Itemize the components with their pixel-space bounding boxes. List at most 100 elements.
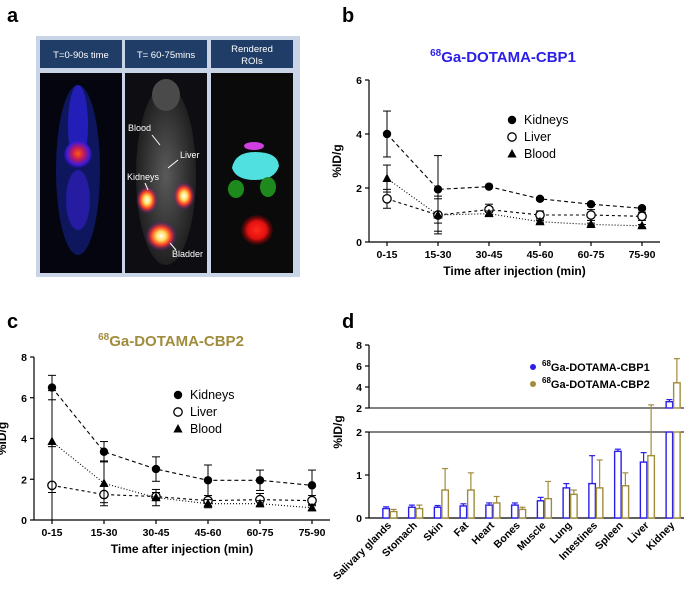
- legend-marker-kidneys: [507, 115, 517, 125]
- y-tick-label: 0: [356, 237, 362, 249]
- arrow-kidneys: [144, 182, 149, 191]
- tab-early-label: T=0-90s time: [53, 50, 109, 61]
- data-point-blood: [586, 219, 596, 228]
- annotation-liver: Liver: [180, 150, 200, 160]
- data-point-kidneys: [637, 204, 647, 213]
- data-point-blood: [307, 502, 317, 512]
- y-tick-label: 8: [21, 352, 27, 364]
- legend-marker-liver: [173, 407, 183, 417]
- data-point-kidneys: [47, 383, 57, 392]
- data-point-kidneys: [203, 476, 213, 485]
- y-tick-label: 4: [356, 382, 362, 394]
- panel-a-label: a: [7, 5, 19, 27]
- annotation-bladder: Bladder: [172, 249, 203, 259]
- bar: [665, 431, 674, 519]
- bar: [536, 500, 545, 519]
- annotation-kidneys: Kidneys: [127, 172, 160, 182]
- x-tick-label: 75-90: [299, 527, 326, 539]
- bar: [672, 382, 681, 409]
- legend-label-liver: Liver: [190, 405, 217, 419]
- bar: [492, 502, 501, 519]
- chart-b: 0 2 4 6 0-15 15-30 30-45 45-60 60-75 75-90 Time af…: [330, 48, 660, 278]
- bar: [485, 504, 494, 519]
- series-line-liver: [386, 198, 643, 217]
- y-tick-label: 2: [356, 183, 362, 195]
- legend-label-kidneys: Kidneys: [524, 113, 568, 127]
- x-tick-label: Skin: [421, 520, 445, 544]
- x-axis-title: Time after injection (min): [443, 264, 585, 278]
- tab-rois-label-1: Rendered: [231, 44, 273, 55]
- bar: [621, 485, 630, 519]
- bar: [459, 505, 468, 519]
- x-tick-label: 15-30: [425, 249, 452, 261]
- bar: [441, 489, 450, 519]
- data-point-kidneys: [586, 200, 596, 209]
- tab-rois-label-2: ROIs: [241, 56, 263, 67]
- panel-b-label: b: [342, 5, 354, 27]
- y-tick-label: 6: [21, 393, 27, 405]
- tab-early-frame: [40, 40, 122, 68]
- bar: [569, 493, 578, 519]
- x-tick-label: Muscle: [515, 520, 549, 554]
- data-point-liver: [637, 211, 647, 222]
- y-tick-label: 0: [21, 515, 27, 527]
- scan-late-kidney-left: [136, 186, 158, 214]
- bar: [639, 461, 648, 519]
- data-point-blood: [433, 210, 443, 219]
- bar: [665, 401, 674, 409]
- legend-marker-liver: [507, 132, 517, 142]
- y-tick-label: 8: [356, 340, 362, 352]
- data-point-kidneys: [535, 194, 545, 203]
- x-tick-label: Fat: [452, 519, 472, 539]
- y-axis-title: %ID/g: [331, 415, 345, 448]
- data-point-blood: [47, 436, 57, 446]
- data-point-kidneys: [484, 182, 494, 191]
- bar: [466, 489, 475, 519]
- arrow-bladder: [169, 242, 177, 251]
- y-tick-label: 4: [356, 129, 362, 141]
- data-point-blood: [151, 492, 161, 502]
- data-point-kidneys: [99, 447, 109, 456]
- series-line-blood: [386, 178, 643, 227]
- data-point-kidneys: [382, 129, 392, 139]
- data-point-kidneys: [151, 464, 161, 474]
- data-point-blood: [382, 173, 392, 183]
- bar: [647, 454, 656, 519]
- data-point-kidneys: [433, 185, 443, 194]
- data-point-blood: [535, 216, 545, 226]
- legend-marker-kidneys: [173, 390, 183, 400]
- bar: [510, 504, 519, 519]
- series-line-kidneys: [386, 133, 643, 209]
- y-axis-title: %ID/g: [330, 144, 344, 177]
- legend-marker-0: [530, 364, 536, 370]
- data-point-liver: [382, 193, 392, 204]
- x-tick-label: 0-15: [376, 249, 397, 261]
- bar: [382, 507, 391, 519]
- y-tick-label: 2: [356, 403, 362, 415]
- y-tick-label: 2: [21, 474, 27, 486]
- data-point-kidneys: [255, 476, 265, 485]
- bar: [407, 506, 416, 519]
- y-tick-label: 1: [356, 470, 362, 482]
- tab-late-label: T= 60-75mins: [137, 50, 196, 61]
- y-tick-label: 6: [356, 75, 362, 87]
- x-tick-label: 75-90: [629, 249, 656, 261]
- data-point-blood: [484, 208, 494, 218]
- data-point-blood: [99, 478, 109, 487]
- x-tick-label: Spleen: [593, 520, 626, 553]
- x-tick-label: 45-60: [527, 249, 554, 261]
- bar: [588, 482, 597, 519]
- scan-late-body: [136, 85, 196, 265]
- x-tick-label: 60-75: [247, 527, 274, 539]
- x-tick-label: 0-15: [41, 527, 62, 539]
- roi-kidney-right: [260, 177, 276, 197]
- data-point-blood: [203, 498, 213, 508]
- x-tick-label: 30-45: [476, 249, 503, 261]
- x-tick-label: 45-60: [195, 527, 222, 539]
- roi-kidney-left: [228, 180, 244, 198]
- bar: [613, 450, 622, 519]
- bar: [562, 487, 571, 519]
- bar: [595, 487, 604, 519]
- scan-late-head: [152, 79, 180, 111]
- roi-liver: [232, 152, 279, 180]
